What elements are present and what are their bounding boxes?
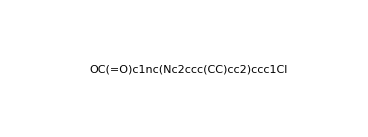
Text: OC(=O)c1nc(Nc2ccc(CC)cc2)ccc1Cl: OC(=O)c1nc(Nc2ccc(CC)cc2)ccc1Cl [89,64,288,74]
